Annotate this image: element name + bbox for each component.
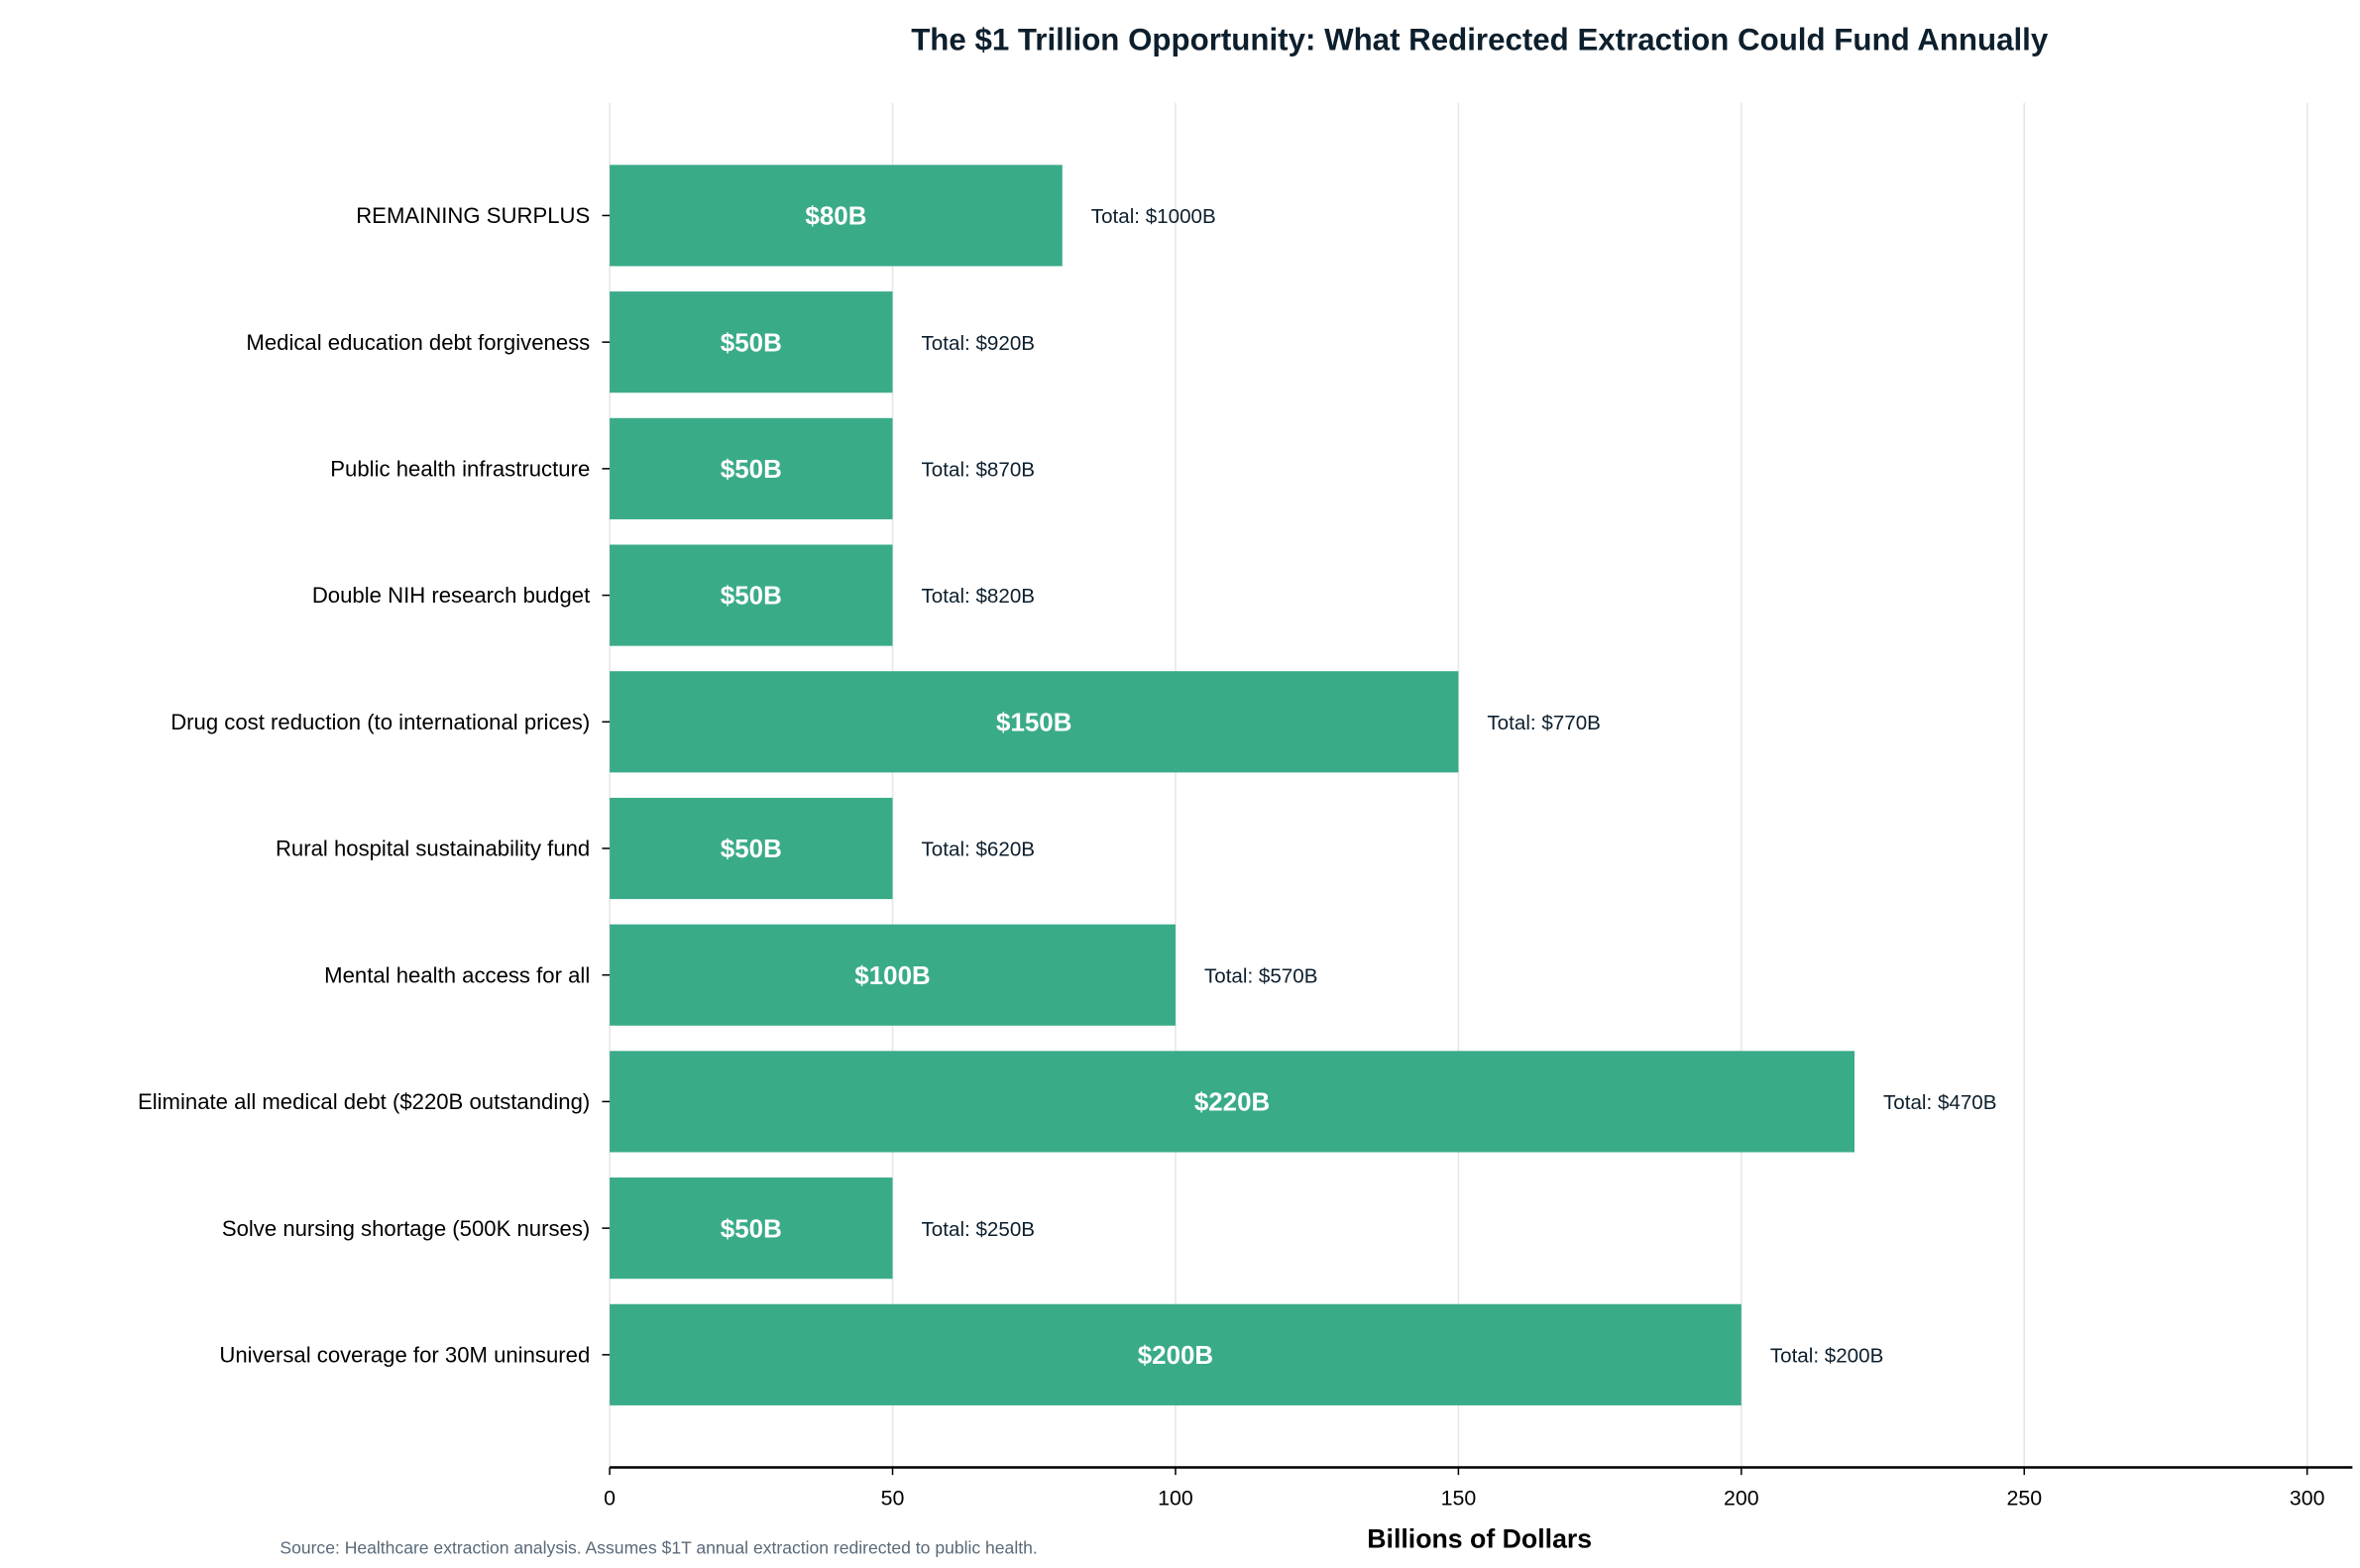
bar-value-label: $50B [721, 583, 782, 611]
cumulative-total-label: Total: $200B [1770, 1344, 1884, 1367]
x-tick-label: 300 [2290, 1487, 2325, 1511]
x-tick-label: 250 [2006, 1487, 2042, 1511]
bars: $200B Total: $200B $50B Total: $250B $220B To… [610, 165, 1997, 1405]
x-tick-label: 100 [1158, 1487, 1193, 1511]
bar [610, 165, 1063, 267]
cumulative-total-label: Total: $820B [922, 585, 1036, 608]
cumulative-total-label: Total: $250B [922, 1218, 1036, 1241]
cumulative-total-label: Total: $470B [1883, 1091, 1997, 1114]
x-axis: 0 50 100 150 200 250 300 [604, 1466, 2353, 1511]
cumulative-total-label: Total: $870B [922, 459, 1036, 482]
y-tick-label: Drug cost reduction (to international pr… [170, 710, 590, 734]
bar [610, 1303, 1742, 1405]
y-tick-label: REMAINING SURPLUS [356, 203, 590, 228]
bar-value-label: $80B [805, 203, 866, 231]
bar-value-label: $220B [1194, 1089, 1270, 1117]
y-tick-label: Double NIH research budget [312, 583, 590, 608]
cumulative-total-label: Total: $920B [922, 332, 1036, 355]
bar-value-label: $150B [996, 709, 1071, 736]
y-tick-label: Medical education debt forgiveness [246, 330, 590, 355]
cumulative-total-label: Total: $770B [1487, 712, 1600, 734]
cumulative-total-label: Total: $1000B [1091, 205, 1216, 228]
y-tick-label: Eliminate all medical debt ($220B outsta… [138, 1089, 590, 1114]
bar [610, 417, 893, 519]
x-axis-label: Billions of Dollars [1367, 1523, 1592, 1553]
bar [610, 1051, 1855, 1153]
y-tick-label: Solve nursing shortage (500K nurses) [222, 1216, 590, 1241]
bar [610, 924, 1176, 1026]
x-tick-label: 0 [604, 1487, 616, 1511]
x-tick-label: 50 [881, 1487, 905, 1511]
y-tick-label: Public health infrastructure [330, 457, 590, 482]
bar-value-label: $50B [721, 836, 782, 863]
bar-value-label: $50B [721, 1215, 782, 1243]
bar-value-label: $200B [1138, 1342, 1213, 1370]
chart-title: The $1 Trillion Opportunity: What Redire… [911, 22, 2049, 56]
y-axis: Universal coverage for 30M uninsured Solv… [138, 203, 611, 1367]
y-tick-label: Universal coverage for 30M uninsured [219, 1342, 590, 1367]
bar-value-label: $50B [721, 329, 782, 357]
cumulative-total-label: Total: $570B [1204, 964, 1318, 987]
x-tick-label: 200 [1724, 1487, 1759, 1511]
bar [610, 544, 893, 646]
y-tick-label: Mental health access for all [324, 962, 590, 987]
bar [610, 797, 893, 900]
cumulative-total-label: Total: $620B [922, 839, 1036, 861]
bar-value-label: $100B [854, 962, 930, 990]
bar [610, 291, 893, 393]
bar [610, 671, 1459, 773]
bar [610, 1177, 893, 1280]
y-tick-label: Rural hospital sustainability fund [276, 837, 590, 861]
bar-value-label: $50B [721, 456, 782, 484]
x-tick-label: 150 [1441, 1487, 1477, 1511]
footnote: Source: Healthcare extraction analysis. … [280, 1537, 1037, 1557]
